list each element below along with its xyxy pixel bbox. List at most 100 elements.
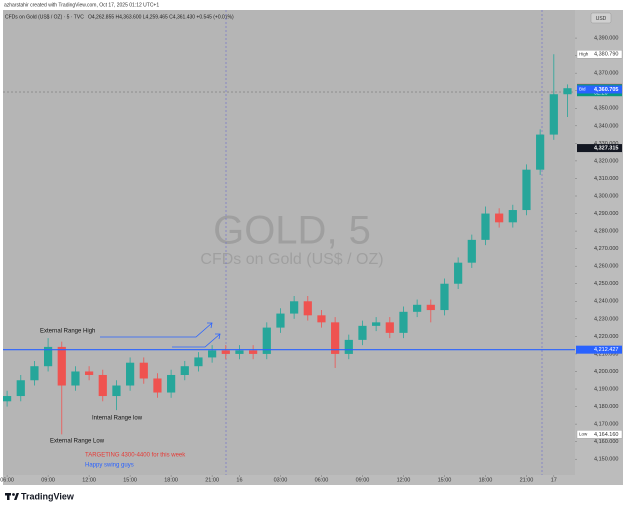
- x-tick-label: 09:00: [356, 477, 370, 483]
- annotation: Internal Range low: [92, 416, 143, 422]
- candle-body: [221, 350, 230, 354]
- y-tick-label: 4,300.000: [594, 193, 618, 199]
- candle-body: [344, 339, 353, 354]
- logo-part: [14, 493, 19, 500]
- annotation: TARGETING 4300-4400 for this week: [85, 453, 186, 459]
- candle-body: [317, 315, 326, 323]
- y-tick-label: 4,210.000: [594, 351, 618, 357]
- y-tick-label: 4,150.000: [594, 457, 618, 463]
- candle-body: [413, 304, 422, 312]
- marker-label: 4,380.790: [594, 52, 618, 58]
- marker-countdown: 02:29: [594, 91, 608, 97]
- plot-layer: 4,150.000 4,160.000 4,170.000 4,180.000 4,19…: [0, 36, 623, 483]
- annotation: Happy swing guys: [85, 463, 134, 469]
- marker-name: Bid: [579, 87, 586, 92]
- arrow: [100, 322, 213, 338]
- y-tick-label: 4,390.000: [594, 36, 618, 42]
- y-tick-label: 4,330.000: [594, 141, 618, 147]
- marker-name: Low: [579, 432, 588, 437]
- candle-body: [440, 283, 449, 311]
- arrows: [100, 322, 221, 348]
- candle-body: [153, 378, 162, 393]
- y-tick-label: 4,270.000: [594, 246, 618, 252]
- x-tick-label: 15:00: [438, 477, 452, 483]
- logo-part: [7, 493, 10, 500]
- candle-body: [262, 327, 271, 354]
- x-tick-label: 06:00: [0, 477, 14, 483]
- candle-body: [249, 350, 258, 354]
- marker-box: [577, 85, 622, 94]
- x-tick-label: 18:00: [164, 477, 178, 483]
- price-label: 4,212.427: [594, 347, 618, 353]
- candle-body: [454, 262, 463, 284]
- candle-body: [481, 213, 490, 240]
- y-tick-label: 4,340.000: [594, 123, 618, 129]
- arrow-head: [215, 333, 221, 340]
- candle-body: [536, 134, 545, 170]
- time-axis-background: [3, 475, 623, 485]
- annotation: External Range Low: [50, 439, 105, 445]
- marker-box: [576, 430, 623, 439]
- logo-part: [12, 493, 15, 496]
- x-tick-label: 12:00: [82, 477, 96, 483]
- candle-body: [126, 362, 135, 386]
- legend-ohlc: O4,262.855 H4,363.600 L4,259.465 C4,361.…: [88, 14, 234, 20]
- candle-body: [331, 322, 340, 354]
- x-tick-label: 03:00: [274, 477, 288, 483]
- candle-body: [167, 374, 176, 393]
- candle-body: [235, 350, 244, 354]
- price-label-box: [576, 345, 622, 354]
- marker-box: [576, 50, 623, 59]
- y-tick-label: 4,350.000: [594, 106, 618, 112]
- candle-body: [495, 213, 504, 223]
- x-tick-label: 21:00: [205, 477, 219, 483]
- candle-body: [44, 346, 53, 367]
- candle-body: [549, 94, 558, 135]
- marker-box: [577, 144, 622, 153]
- candle-body: [112, 385, 121, 397]
- marker-label: 4,360.705: [594, 87, 618, 93]
- y-tick-label: 4,200.000: [594, 369, 618, 375]
- x-tick-label: 09:00: [41, 477, 55, 483]
- y-tick-label: 4,320.000: [594, 158, 618, 164]
- x-tick-label: 12:00: [397, 477, 411, 483]
- currency-box[interactable]: [590, 12, 612, 24]
- candle-body: [522, 169, 531, 211]
- annotation: External Range High: [40, 329, 95, 335]
- y-tick-label: 4,280.000: [594, 229, 618, 235]
- marker-label: 4,164.160: [594, 432, 618, 438]
- candle-body: [508, 210, 517, 223]
- x-tick-label: 17: [551, 477, 557, 483]
- candle-body: [57, 346, 66, 386]
- currency[interactable]: USD: [596, 16, 607, 22]
- watermark: GOLD, 5: [213, 209, 371, 253]
- candle-body: [139, 362, 148, 379]
- x-tick-label: 21:00: [520, 477, 534, 483]
- y-tick-label: 4,260.000: [594, 264, 618, 270]
- candle-body: [372, 322, 381, 326]
- candle-body: [358, 325, 367, 340]
- x-tick-label: 06:00: [315, 477, 329, 483]
- candle-body: [563, 88, 572, 95]
- y-tick-label: 4,250.000: [594, 281, 618, 287]
- arrow-head: [207, 322, 213, 329]
- header: azharstahir created with TradingView.com…: [4, 2, 159, 8]
- y-tick-label: 4,190.000: [594, 386, 618, 392]
- y-tick-label: 4,170.000: [594, 422, 618, 428]
- candle-body: [194, 357, 203, 367]
- candle-body: [85, 371, 94, 375]
- candle-body: [180, 366, 189, 375]
- brand: TradingView: [21, 491, 75, 501]
- x-tick-label: 18:00: [479, 477, 493, 483]
- y-tick-label: 4,370.000: [594, 71, 618, 77]
- marker-name: High: [579, 51, 589, 56]
- candle-body: [98, 374, 107, 397]
- y-tick-label: 4,310.000: [594, 176, 618, 182]
- candle-body: [467, 239, 476, 263]
- arrow: [172, 333, 221, 348]
- x-tick-label: 16: [236, 477, 242, 483]
- watermark-subtitle: CFDs on Gold (US$ / OZ): [200, 251, 383, 268]
- candle-body: [208, 350, 217, 358]
- candle-body: [276, 313, 285, 328]
